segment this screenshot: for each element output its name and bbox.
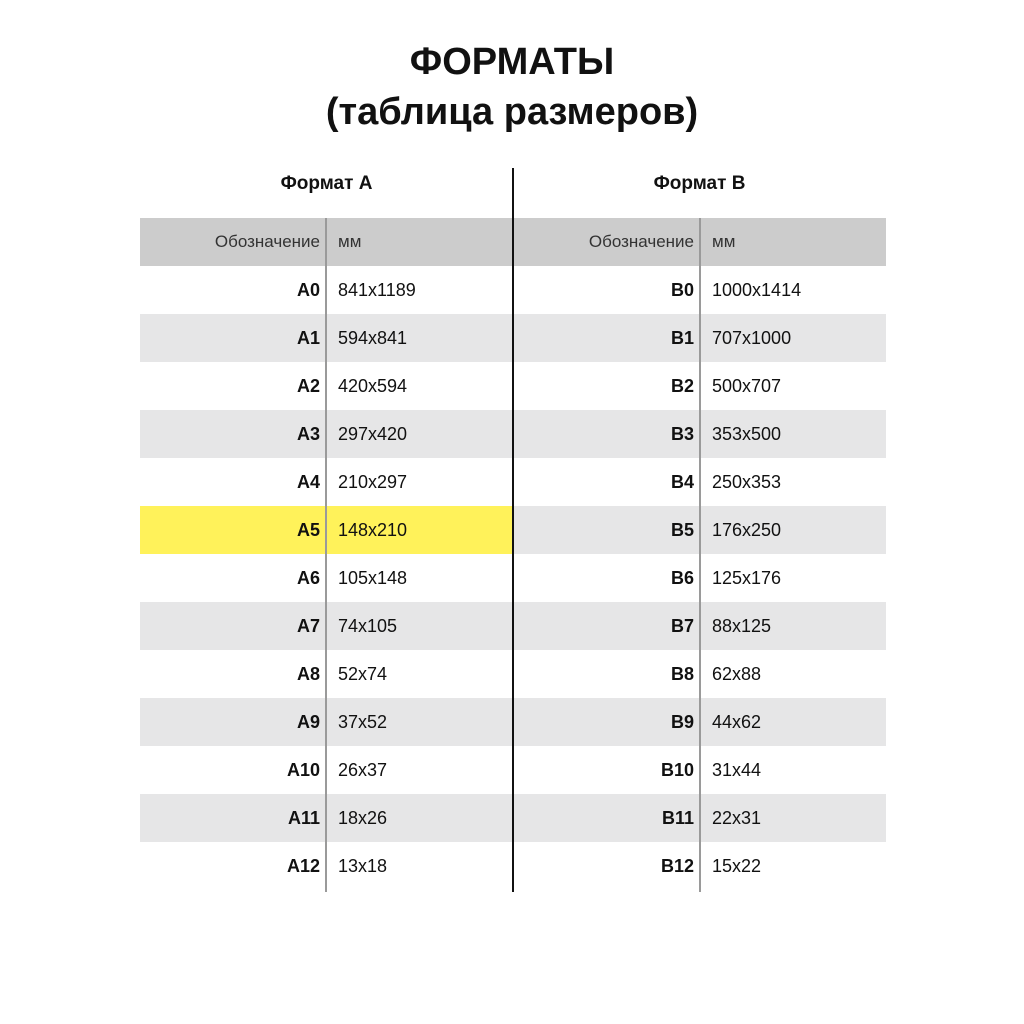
format-a-cell: A7 74x105 [140, 602, 513, 650]
format-b-cell: B7 88x125 [513, 602, 886, 650]
column-header-unit: мм [338, 232, 362, 251]
table-row: A4 210x297 B4 250x353 [140, 458, 886, 506]
page-title: ФОРМАТЫ [409, 41, 615, 83]
format-a-cell: A11 18x26 [140, 794, 513, 842]
format-size: 22x31 [712, 808, 762, 828]
format-b-cell: B12 15x22 [513, 842, 886, 890]
format-size: 148x210 [338, 520, 408, 540]
table-row: A12 13x18 B12 15x22 [140, 842, 886, 890]
format-size: 52x74 [338, 664, 388, 684]
format-size: 1000x1414 [712, 280, 802, 300]
format-b-cell: B6 125x176 [513, 554, 886, 602]
format-code: B9 [670, 712, 694, 732]
format-a-cell: A0 841x1189 [140, 266, 513, 314]
format-code: B10 [660, 760, 694, 780]
format-size: 37x52 [338, 712, 388, 732]
format-size: 176x250 [712, 520, 782, 540]
format-code: A6 [296, 568, 320, 588]
format-size: 26x37 [338, 760, 388, 780]
format-a-cell: A9 37x52 [140, 698, 513, 746]
section-format-b: Формат В [653, 173, 746, 194]
section-format-a: Формат А [280, 173, 373, 194]
column-header-designation: Обозначение [214, 232, 320, 251]
format-code: A0 [296, 280, 320, 300]
format-size: 31x44 [712, 760, 762, 780]
table-row: A0 841x1189 B0 1000x1414 [140, 266, 886, 314]
format-b-cell: B3 353x500 [513, 410, 886, 458]
section-divider [512, 168, 514, 892]
format-code: B2 [670, 376, 694, 396]
format-a-cell: A1 594x841 [140, 314, 513, 362]
format-code: A11 [287, 808, 320, 828]
format-size: 105x148 [338, 568, 408, 588]
format-size: 353x500 [712, 424, 782, 444]
column-divider [325, 218, 327, 892]
column-divider [699, 218, 701, 892]
format-a-cell: A3 297x420 [140, 410, 513, 458]
format-code: B8 [670, 664, 694, 684]
format-size: 420x594 [338, 376, 408, 396]
format-b-cell: B1 707x1000 [513, 314, 886, 362]
format-code: A5 [296, 520, 320, 540]
format-size: 297x420 [338, 424, 408, 444]
format-size: 594x841 [338, 328, 408, 348]
format-size: 210x297 [338, 472, 408, 492]
format-code: A9 [296, 712, 320, 732]
format-a-cell: A6 105x148 [140, 554, 513, 602]
format-size: 707x1000 [712, 328, 792, 348]
format-size: 15x22 [712, 856, 762, 876]
format-a-cell: A10 26x37 [140, 746, 513, 794]
format-code: A7 [296, 616, 320, 636]
table-row: A2 420x594 B2 500x707 [140, 362, 886, 410]
table-row: A6 105x148 B6 125x176 [140, 554, 886, 602]
format-b-cell: B5 176x250 [513, 506, 886, 554]
format-code: A8 [296, 664, 320, 684]
format-code: B3 [670, 424, 694, 444]
format-b-cell: B9 44x62 [513, 698, 886, 746]
format-a-cell: A12 13x18 [140, 842, 513, 890]
format-code: B6 [670, 568, 694, 588]
format-size: 13x18 [338, 856, 388, 876]
format-code: B5 [670, 520, 694, 540]
format-code: B7 [670, 616, 694, 636]
format-size: 841x1189 [338, 280, 416, 300]
format-code: B1 [670, 328, 694, 348]
format-code: B11 [661, 808, 694, 828]
format-code: A10 [286, 760, 320, 780]
format-code: A3 [296, 424, 320, 444]
format-b-cell: B4 250x353 [513, 458, 886, 506]
format-code: A12 [286, 856, 320, 876]
column-header-unit: мм [712, 232, 736, 251]
format-size: 500x707 [712, 376, 782, 396]
format-b-cell: B10 31x44 [513, 746, 886, 794]
page-subtitle: (таблица размеров) [325, 91, 699, 133]
format-code: B4 [670, 472, 694, 492]
column-header-designation: Обозначение [588, 232, 694, 251]
format-size: 250x353 [712, 472, 782, 492]
format-size: 88x125 [712, 616, 772, 636]
table-row: A10 26x37 B10 31x44 [140, 746, 886, 794]
format-b-cell: B11 22x31 [513, 794, 886, 842]
format-b-cell: B0 1000x1414 [513, 266, 886, 314]
format-a-cell: A8 52x74 [140, 650, 513, 698]
format-size: 74x105 [338, 616, 398, 636]
format-code: A4 [296, 472, 320, 492]
format-code: B0 [670, 280, 694, 300]
format-size: 125x176 [712, 568, 782, 588]
format-a-cell: A2 420x594 [140, 362, 513, 410]
format-size: 18x26 [338, 808, 388, 828]
table-row: A8 52x74 B8 62x88 [140, 650, 886, 698]
format-b-cell: B2 500x707 [513, 362, 886, 410]
format-code: B12 [660, 856, 694, 876]
format-b-cell: B8 62x88 [513, 650, 886, 698]
format-code: A2 [296, 376, 320, 396]
format-a-cell: A4 210x297 [140, 458, 513, 506]
format-size: 62x88 [712, 664, 762, 684]
format-code: A1 [296, 328, 320, 348]
format-size: 44x62 [712, 712, 762, 732]
